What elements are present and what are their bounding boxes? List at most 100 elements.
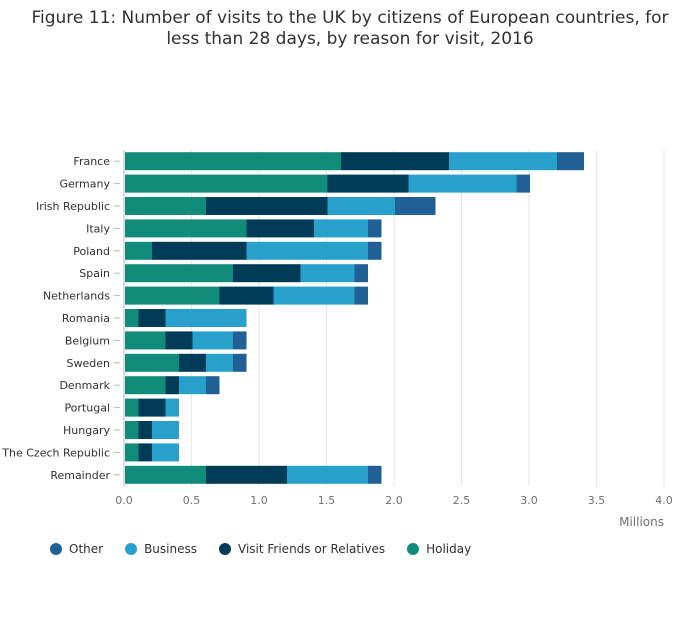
- legend-swatch-other: [50, 543, 62, 555]
- category-label: Poland: [73, 245, 110, 258]
- bar-segment: [165, 398, 179, 417]
- legend-item-vfr[interactable]: Visit Friends or Relatives: [219, 542, 385, 556]
- category-label: Hungary: [63, 424, 110, 437]
- category-label: Irish Republic: [36, 200, 110, 213]
- bar-segment: [125, 398, 139, 417]
- category-label: Denmark: [59, 379, 110, 392]
- x-axis-ticks: 0.0 0.5 1.0 1.5 2.0 2.5 3.0 3.5 4.0: [115, 494, 673, 507]
- bar-segment: [152, 443, 179, 462]
- x-tick-label: 1.5: [318, 494, 336, 507]
- bar-segment: [395, 197, 436, 215]
- bar-segment: [165, 331, 193, 350]
- bar-segment: [287, 465, 368, 484]
- x-tick-label: 2.0: [385, 494, 403, 507]
- bar-segment: [206, 197, 328, 215]
- bar-segment: [125, 219, 247, 238]
- bar-segment: [125, 443, 139, 462]
- x-tick-label: 3.5: [588, 494, 606, 507]
- legend-label-business: Business: [144, 542, 197, 556]
- bar-segment: [341, 152, 449, 171]
- bar-segment: [125, 353, 179, 372]
- bar-segment: [354, 286, 368, 305]
- bar-segment: [368, 241, 382, 260]
- category-labels: France Germany Irish Republic Italy Poland Sp…: [1, 155, 120, 482]
- bar-segment: [516, 174, 530, 193]
- bar-segment: [125, 331, 166, 350]
- bar-segment: [246, 219, 314, 238]
- bar-segment: [192, 331, 233, 350]
- legend-label-other: Other: [69, 542, 104, 556]
- category-label: Remainder: [50, 469, 110, 482]
- bar-segment: [206, 376, 220, 395]
- bar-segment: [138, 309, 166, 327]
- bar-segment: [219, 286, 274, 305]
- x-tick-label: 0.5: [183, 494, 201, 507]
- bars-group: [125, 152, 584, 484]
- legend-label-holiday: Holiday: [426, 542, 472, 556]
- bar-segment: [246, 241, 368, 260]
- category-label: The Czech Republic: [1, 446, 110, 459]
- category-label: Netherlands: [43, 290, 110, 303]
- bar-segment: [125, 465, 206, 484]
- chart-svg: France Germany Irish Republic Italy Poland Sp…: [1, 150, 673, 529]
- bar-segment: [327, 174, 409, 193]
- chart-title: Figure 11: Number of visits to the UK by…: [31, 8, 669, 49]
- bar-segment: [273, 286, 355, 305]
- x-tick-label: 4.0: [655, 494, 673, 507]
- bar-segment: [368, 219, 382, 238]
- bar-segment: [233, 264, 301, 283]
- bar-segment: [233, 331, 247, 350]
- bar-segment: [206, 465, 287, 484]
- bar-segment: [138, 398, 166, 417]
- bar-segment: [165, 309, 247, 327]
- x-tick-label: 0.0: [115, 494, 133, 507]
- bar-segment: [138, 443, 152, 462]
- category-label: Belgium: [65, 334, 110, 347]
- legend: Other Business Visit Friends or Relative…: [50, 542, 471, 556]
- category-label: Italy: [86, 222, 110, 235]
- bar-segment: [125, 309, 139, 327]
- bar-segment: [125, 286, 220, 305]
- bar-segment: [125, 241, 152, 260]
- legend-swatch-vfr: [219, 543, 231, 555]
- category-label: Portugal: [64, 402, 110, 415]
- x-tick-label: 1.0: [250, 494, 268, 507]
- bar-segment: [314, 219, 368, 238]
- bar-segment: [125, 376, 166, 395]
- legend-label-vfr: Visit Friends or Relatives: [238, 542, 386, 556]
- bar-segment: [125, 197, 206, 215]
- legend-swatch-business: [125, 543, 138, 555]
- bar-segment: [125, 421, 139, 439]
- category-label: Germany: [59, 178, 110, 191]
- bar-segment: [300, 264, 355, 283]
- category-label: France: [73, 155, 110, 168]
- legend-item-other[interactable]: Other: [50, 542, 103, 556]
- bar-segment: [233, 353, 247, 372]
- x-tick-label: 2.5: [453, 494, 471, 507]
- bar-segment: [408, 174, 517, 193]
- bar-segment: [354, 264, 368, 283]
- bar-segment: [179, 353, 206, 372]
- bar-segment: [557, 152, 584, 171]
- bar-segment: [138, 421, 152, 439]
- bar-segment: [368, 465, 382, 484]
- bar-segment: [125, 174, 328, 193]
- bar-segment: [125, 152, 341, 171]
- legend-item-holiday[interactable]: Holiday: [407, 542, 471, 556]
- bar-segment: [152, 241, 247, 260]
- bar-segment: [179, 376, 206, 395]
- category-label: Spain: [79, 267, 110, 280]
- legend-swatch-holiday: [407, 543, 420, 555]
- category-label: Sweden: [67, 357, 110, 370]
- legend-item-business[interactable]: Business: [125, 542, 197, 556]
- category-label: Romania: [62, 312, 110, 325]
- bar-segment: [152, 421, 179, 439]
- x-axis-label: Millions: [619, 515, 664, 529]
- bar-segment: [165, 376, 179, 395]
- bar-segment: [125, 264, 233, 283]
- x-tick-label: 3.0: [520, 494, 538, 507]
- bar-segment: [449, 152, 557, 171]
- bar-segment: [206, 353, 233, 372]
- bar-segment: [327, 197, 395, 215]
